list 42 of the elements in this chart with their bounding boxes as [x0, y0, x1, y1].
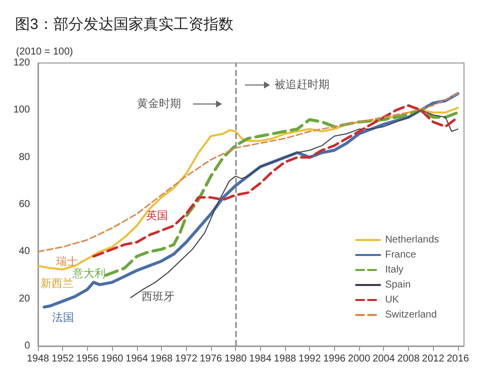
y-axis-title: (2010 = 100): [16, 46, 73, 58]
x-tick-label: 1952: [52, 354, 74, 364]
y-tick-label: 100: [13, 104, 30, 116]
annotation: 西班牙: [142, 290, 174, 303]
x-tick-label: 1992: [298, 354, 322, 364]
x-tick-label: 2008: [397, 354, 420, 364]
annotation: 意大利: [72, 267, 106, 280]
x-tick-label: 1968: [150, 354, 174, 364]
y-tick-label: 80: [18, 152, 30, 163]
annotation: 黄金时期: [137, 97, 181, 110]
annotation: 新西兰: [40, 277, 74, 290]
x-tick-label: 1948: [26, 354, 50, 364]
y-tick-label: 120: [13, 58, 30, 68]
x-tick-label: 1964: [126, 354, 148, 364]
y-tick-label: 60: [18, 199, 30, 210]
annotation: 被追赶时期: [274, 78, 330, 91]
x-tick-label: 1960: [100, 354, 124, 364]
x-tick-label: 1976: [200, 354, 222, 364]
y-tick-label: 0: [24, 340, 30, 352]
y-tick-label: 40: [18, 246, 30, 258]
y-tick-label: 20: [18, 293, 30, 304]
legend-label: UK: [385, 294, 400, 306]
x-tick-label: 1980: [224, 354, 248, 364]
x-tick-label: 2012: [422, 354, 445, 364]
annotation: 英国: [146, 209, 168, 222]
x-tick-label: 1988: [274, 354, 297, 364]
legend-label: Netherlands: [385, 234, 439, 246]
legend-label: Italy: [385, 264, 404, 276]
x-tick-label: 1984: [249, 354, 272, 364]
annotation: 法国: [52, 311, 74, 324]
x-tick-label: 2016: [446, 354, 470, 364]
x-tick-label: 1956: [76, 354, 99, 364]
x-tick-label: 1996: [323, 354, 346, 364]
legend-label: France: [385, 250, 417, 260]
x-tick-label: 2000: [348, 354, 371, 364]
x-tick-label: 2004: [372, 354, 396, 364]
legend-label: Spain: [385, 280, 411, 290]
x-tick-label: 1972: [175, 354, 198, 364]
chart-title: 图3：部分发达国家真实工资指数: [15, 16, 234, 33]
line-series: [37, 92, 459, 252]
line-series: [104, 108, 460, 277]
legend-label: Switzerland: [385, 310, 437, 320]
